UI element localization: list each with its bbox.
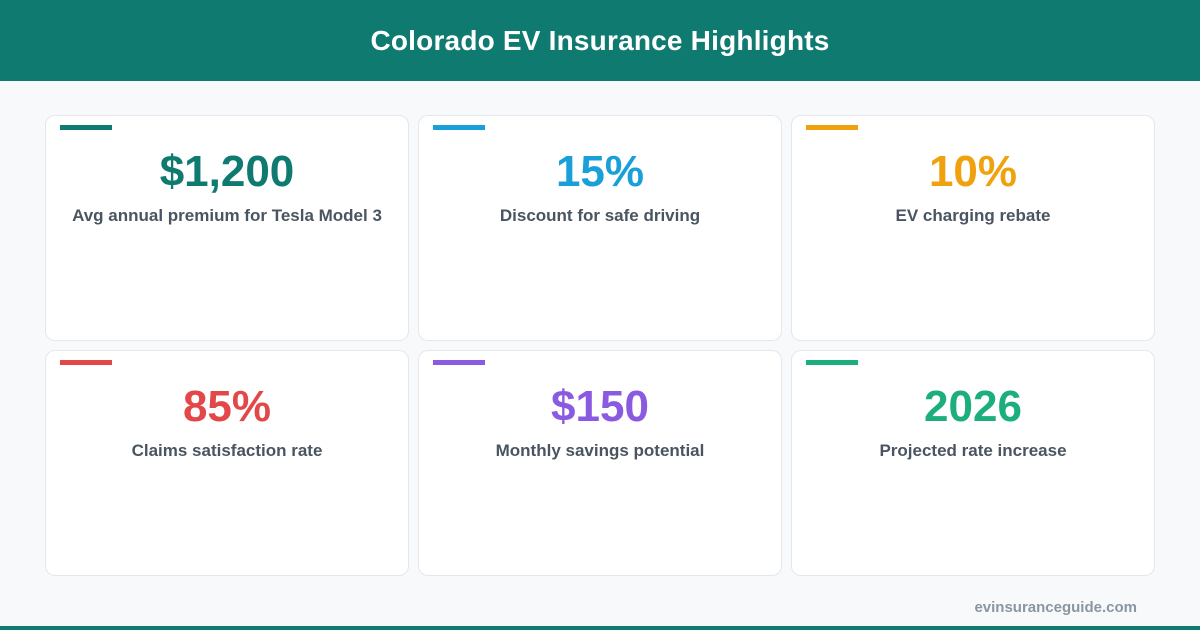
stat-value: 10%: [928, 147, 1018, 196]
footer-bar: [0, 626, 1200, 630]
card-accent-bar: [806, 125, 858, 130]
header-banner: Colorado EV Insurance Highlights: [0, 0, 1200, 81]
stat-label: Discount for safe driving: [499, 206, 701, 225]
stat-card-safe-driving-discount: 15% Discount for safe driving: [418, 115, 782, 341]
card-accent-bar: [433, 360, 485, 365]
footer-site-link[interactable]: evinsuranceguide.com: [974, 599, 1137, 616]
card-accent-bar: [60, 125, 112, 130]
stat-card-rate-increase: 2026 Projected rate increase: [791, 350, 1155, 576]
card-accent-bar: [433, 125, 485, 130]
stat-card-charging-rebate: 10% EV charging rebate: [791, 115, 1155, 341]
page-title: Colorado EV Insurance Highlights: [370, 24, 830, 56]
stat-value: $150: [551, 382, 649, 431]
stat-label: EV charging rebate: [895, 206, 1051, 225]
stat-value: 15%: [555, 147, 645, 196]
stat-label: Monthly savings potential: [495, 441, 705, 460]
stat-label: Claims satisfaction rate: [131, 441, 323, 460]
stat-label: Projected rate increase: [879, 441, 1067, 460]
stat-card-claims-satisfaction: 85% Claims satisfaction rate: [45, 350, 409, 576]
card-accent-bar: [60, 360, 112, 365]
stat-card-premium: $1,200 Avg annual premium for Tesla Mode…: [45, 115, 409, 341]
stat-card-monthly-savings: $150 Monthly savings potential: [418, 350, 782, 576]
stat-label: Avg annual premium for Tesla Model 3: [72, 206, 382, 225]
stats-grid: $1,200 Avg annual premium for Tesla Mode…: [45, 115, 1155, 576]
card-accent-bar: [806, 360, 858, 365]
stat-value: 85%: [182, 382, 272, 431]
stat-value: 2026: [924, 382, 1022, 431]
stat-value: $1,200: [159, 147, 295, 196]
